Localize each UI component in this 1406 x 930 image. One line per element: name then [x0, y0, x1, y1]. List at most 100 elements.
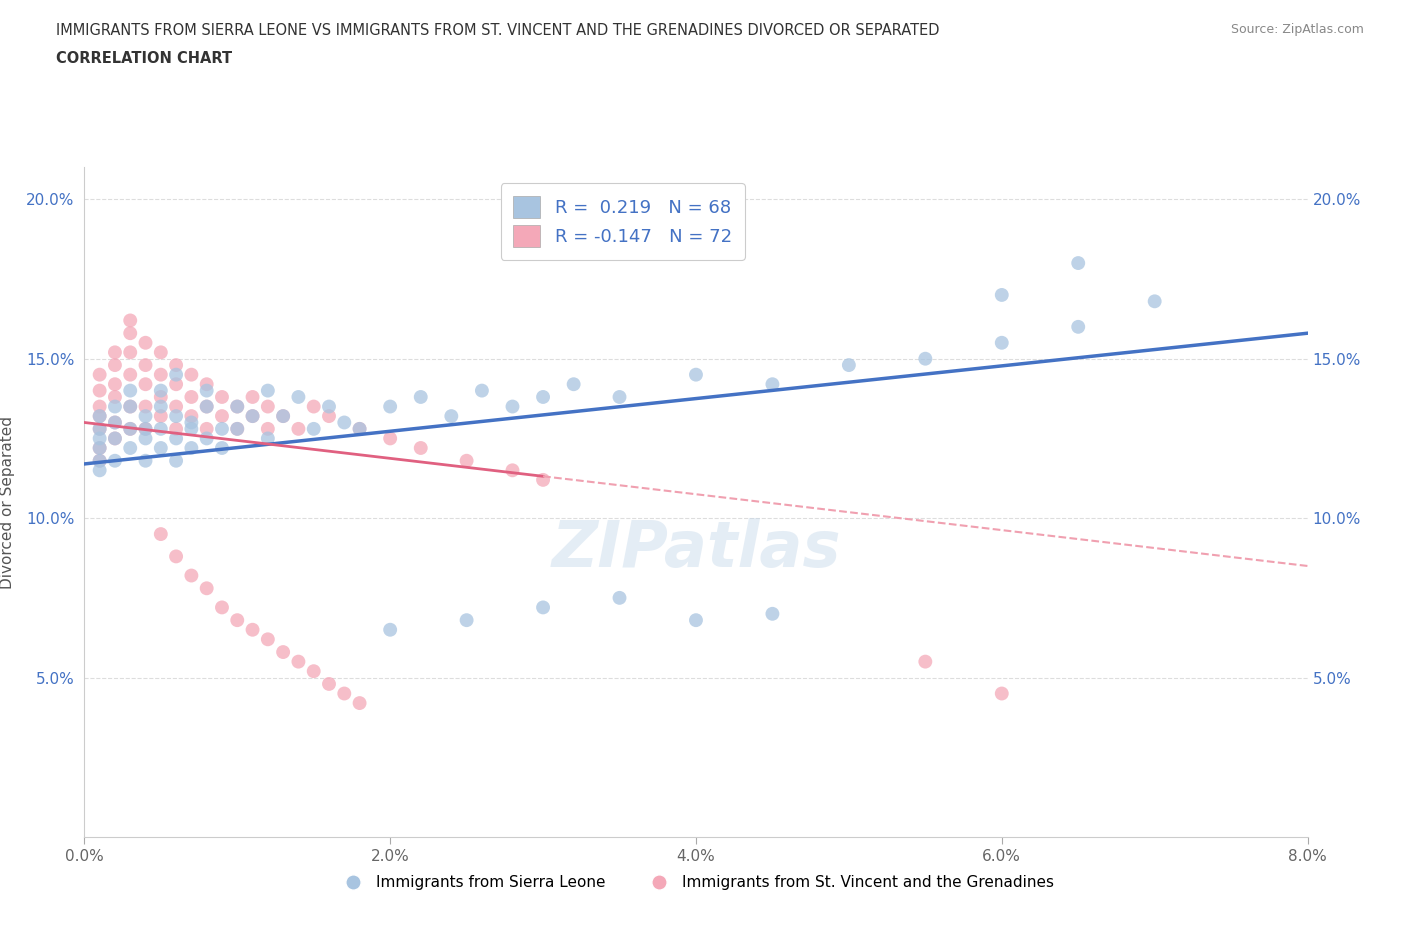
Point: [211, 390, 233, 405]
Point: [333, 415, 356, 430]
Point: [89, 431, 111, 445]
Point: [838, 358, 860, 373]
Point: [685, 613, 707, 628]
Point: [761, 606, 783, 621]
Text: IMMIGRANTS FROM SIERRA LEONE VS IMMIGRANTS FROM ST. VINCENT AND THE GRENADINES D: IMMIGRANTS FROM SIERRA LEONE VS IMMIGRAN…: [56, 23, 939, 38]
Point: [195, 431, 218, 445]
Point: [609, 390, 631, 405]
Point: [120, 441, 142, 456]
Point: [149, 399, 172, 414]
Point: [271, 408, 294, 423]
Point: [120, 383, 142, 398]
Point: [104, 431, 127, 445]
Point: [991, 686, 1014, 701]
Point: [1143, 294, 1166, 309]
Point: [531, 600, 554, 615]
Point: [195, 383, 218, 398]
Point: [180, 367, 202, 382]
Point: [685, 367, 707, 382]
Point: [135, 336, 157, 351]
Point: [89, 441, 111, 456]
Text: ZIPatlas: ZIPatlas: [551, 518, 841, 580]
Point: [991, 287, 1014, 302]
Point: [761, 377, 783, 392]
Point: [149, 390, 172, 405]
Point: [89, 453, 111, 468]
Point: [226, 613, 249, 628]
Point: [302, 664, 325, 679]
Point: [349, 696, 371, 711]
Point: [440, 408, 463, 423]
Point: [180, 568, 202, 583]
Point: [302, 399, 325, 414]
Y-axis label: Divorced or Separated: Divorced or Separated: [0, 416, 15, 589]
Point: [135, 421, 157, 436]
Point: [287, 421, 309, 436]
Point: [149, 441, 172, 456]
Point: [135, 421, 157, 436]
Point: [165, 367, 187, 382]
Point: [104, 345, 127, 360]
Point: [242, 390, 264, 405]
Point: [165, 358, 187, 373]
Point: [149, 367, 172, 382]
Point: [104, 415, 127, 430]
Point: [914, 352, 936, 366]
Point: [242, 622, 264, 637]
Text: Source: ZipAtlas.com: Source: ZipAtlas.com: [1230, 23, 1364, 36]
Point: [165, 431, 187, 445]
Point: [195, 377, 218, 392]
Point: [380, 431, 402, 445]
Point: [149, 526, 172, 541]
Point: [502, 399, 524, 414]
Point: [226, 421, 249, 436]
Point: [318, 399, 340, 414]
Point: [242, 408, 264, 423]
Point: [380, 399, 402, 414]
Point: [211, 600, 233, 615]
Point: [226, 399, 249, 414]
Point: [135, 431, 157, 445]
Point: [149, 383, 172, 398]
Point: [195, 399, 218, 414]
Point: [180, 408, 202, 423]
Point: [120, 313, 142, 328]
Point: [257, 399, 280, 414]
Point: [287, 390, 309, 405]
Point: [89, 463, 111, 478]
Point: [195, 399, 218, 414]
Point: [104, 453, 127, 468]
Point: [135, 377, 157, 392]
Point: [89, 399, 111, 414]
Point: [456, 453, 478, 468]
Point: [211, 441, 233, 456]
Point: [89, 453, 111, 468]
Point: [318, 676, 340, 691]
Point: [135, 399, 157, 414]
Point: [89, 421, 111, 436]
Point: [287, 654, 309, 669]
Point: [257, 631, 280, 646]
Point: [120, 326, 142, 340]
Point: [104, 399, 127, 414]
Point: [502, 463, 524, 478]
Point: [302, 421, 325, 436]
Point: [409, 390, 432, 405]
Point: [165, 399, 187, 414]
Point: [89, 408, 111, 423]
Point: [165, 453, 187, 468]
Point: [165, 377, 187, 392]
Point: [120, 421, 142, 436]
Point: [180, 441, 202, 456]
Point: [120, 345, 142, 360]
Point: [380, 622, 402, 637]
Point: [271, 408, 294, 423]
Point: [195, 581, 218, 596]
Point: [242, 408, 264, 423]
Point: [318, 408, 340, 423]
Point: [104, 358, 127, 373]
Point: [257, 383, 280, 398]
Point: [195, 421, 218, 436]
Point: [349, 421, 371, 436]
Point: [211, 408, 233, 423]
